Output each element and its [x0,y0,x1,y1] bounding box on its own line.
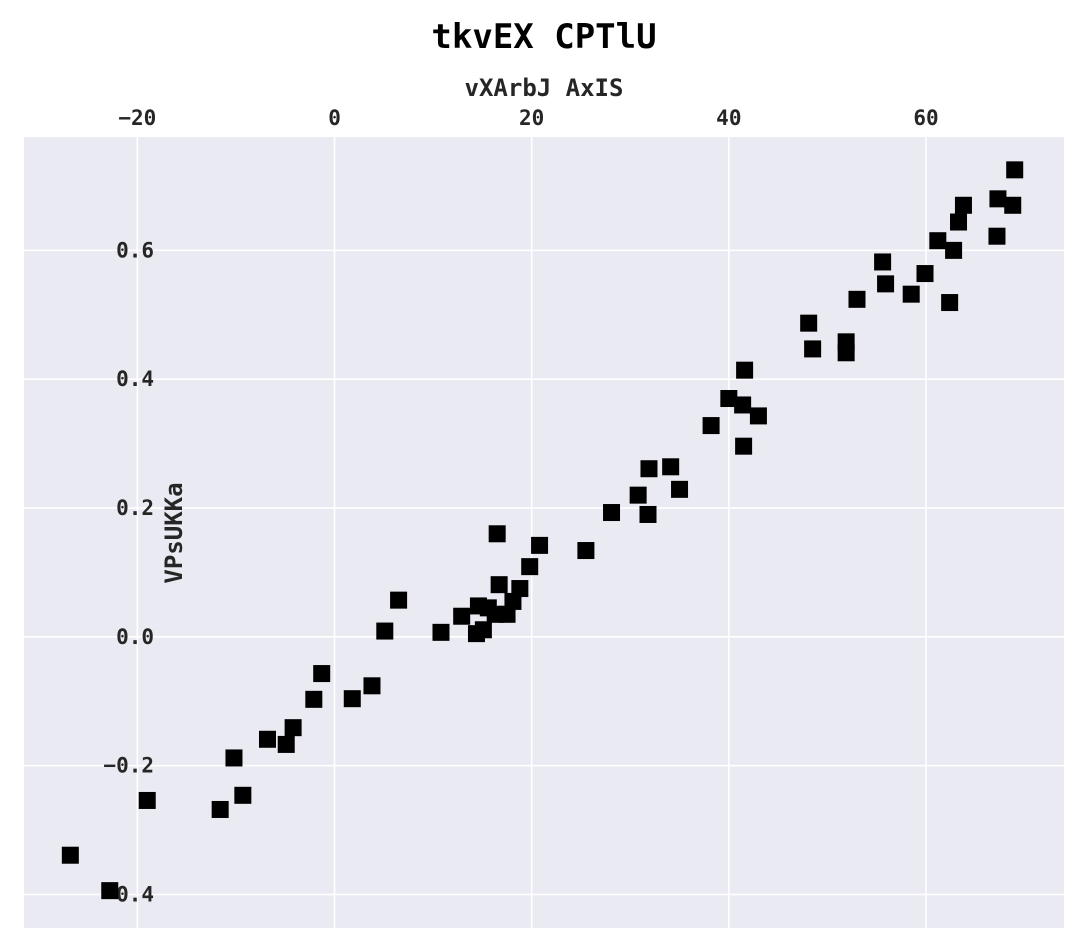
data-point [138,791,156,809]
data-point [498,605,516,623]
x-tick-label: 60 [913,106,938,130]
grid [24,137,1064,928]
data-point [258,730,276,748]
data-point [702,417,720,435]
x-tick-label: 40 [716,106,741,130]
data-point [474,621,492,639]
data-point [603,504,621,522]
y-tick-label: 0.2 [116,496,154,520]
data-point [343,690,361,708]
data-point [945,241,963,259]
data-point [313,665,331,683]
data-point [989,190,1007,208]
data-point [390,591,408,609]
data-point [736,361,754,379]
x-tick-label: 20 [519,106,544,130]
x-tick-label: 0 [328,106,341,130]
data-point [234,786,252,804]
data-point [363,677,381,695]
data-point [916,265,934,283]
data-points [61,161,1024,900]
data-point [432,623,450,641]
data-point [877,275,895,293]
data-point [453,607,471,625]
data-point [734,396,752,414]
data-point [950,213,968,231]
data-point [874,253,892,271]
data-point [225,749,243,767]
data-point [511,580,529,598]
y-tick-label: 0.0 [116,625,154,649]
data-point [988,227,1006,245]
x-axis-label: vXArbJ AxIS [465,74,624,102]
data-point [954,196,972,214]
data-point [639,505,657,523]
data-point [1006,161,1024,179]
data-point [284,719,302,737]
data-point [929,232,947,250]
data-point [804,340,822,358]
data-point [941,294,959,312]
data-point [640,460,658,478]
y-axis-label: VPsUKKa [160,482,188,583]
data-point [749,407,767,425]
data-point [662,458,680,476]
data-point [848,290,866,308]
data-point [577,542,595,560]
data-point [504,592,522,610]
x-tick-label: −20 [118,106,156,130]
y-tick-labels: −0.4−0.20.00.20.40.6 [103,238,154,906]
data-point [305,690,323,708]
data-point [61,846,79,864]
data-point [376,622,394,640]
data-point [490,576,508,594]
chart-title: tkvEX CPTlU [431,17,656,57]
data-point [521,558,539,576]
data-point [720,390,738,408]
x-tick-labels: −20 0 20 40 60 [118,106,938,130]
y-tick-label: 0.6 [116,238,154,262]
data-point [735,437,753,455]
y-tick-label: −0.2 [103,754,154,778]
data-point [277,735,295,753]
data-point [837,333,855,351]
data-point [800,314,818,332]
data-point [101,882,119,900]
data-point [211,800,229,818]
y-tick-label: 0.4 [116,367,154,391]
data-point [488,525,506,543]
data-point [1004,196,1022,214]
data-point [531,536,549,554]
data-point [629,486,647,504]
data-point [902,285,920,303]
data-point [671,480,689,498]
